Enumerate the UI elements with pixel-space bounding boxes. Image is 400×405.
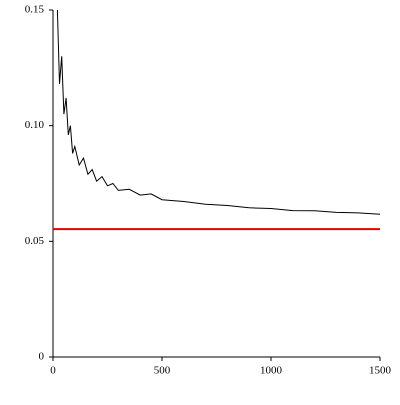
x-tick-label: 500 bbox=[154, 365, 171, 377]
y-tick-label: 0.05 bbox=[25, 235, 45, 247]
series-line bbox=[56, 9, 381, 215]
x-tick-label: 1000 bbox=[260, 365, 283, 377]
x-tick-label: 1500 bbox=[369, 365, 392, 377]
x-tick-label: 0 bbox=[50, 365, 56, 377]
y-tick-label: 0 bbox=[39, 351, 45, 363]
y-tick-label: 0.10 bbox=[25, 119, 45, 131]
y-tick-label: 0.15 bbox=[25, 4, 45, 16]
